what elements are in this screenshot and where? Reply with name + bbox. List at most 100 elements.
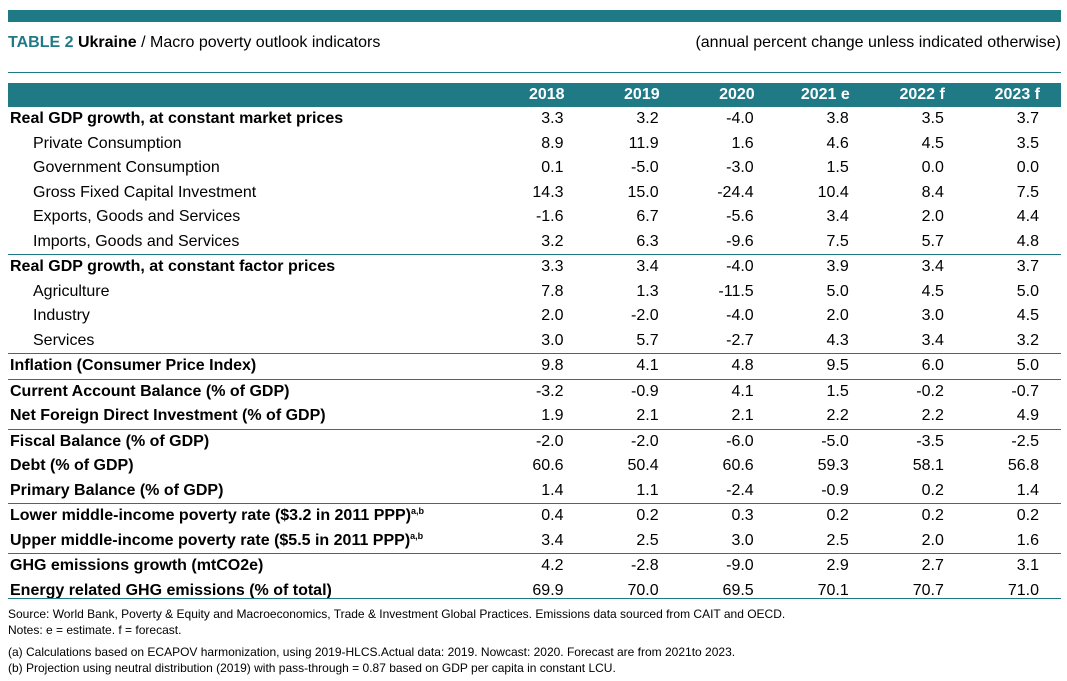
- value-cell: -2.5: [965, 428, 1061, 454]
- value-cell: -2.0: [490, 428, 586, 454]
- value-cell: -0.2: [870, 378, 966, 404]
- value-cell: 5.0: [1016, 282, 1039, 300]
- value-cell: 3.4: [870, 254, 966, 280]
- value-cell: 69.9: [532, 581, 564, 599]
- footnote-a: (a) Calculations based on ECAPOV harmoni…: [8, 645, 736, 659]
- value-cell: 56.8: [1007, 457, 1039, 475]
- value-cell: 0.3: [680, 503, 776, 529]
- row-label-text: Exports, Goods and Services: [33, 208, 241, 226]
- value-cell: 0.2: [775, 503, 871, 529]
- table-title: TABLE 2 Ukraine / Macro poverty outlook …: [8, 34, 380, 52]
- value-cell: 3.7: [965, 254, 1061, 280]
- value-cell: 8.9: [541, 134, 564, 152]
- value-cell: 60.6: [532, 457, 564, 475]
- title-separator: /: [136, 34, 150, 51]
- row-label-text: Real GDP growth, at constant factor pric…: [10, 258, 336, 276]
- row-label-text: Current Account Balance (% of GDP): [10, 382, 290, 400]
- value-cell: 3.5: [870, 106, 966, 132]
- table-row: Inflation (Consumer Price Index) 9.8 4.1 4.…: [8, 353, 1061, 379]
- value-cell: -2.4: [726, 481, 754, 499]
- row-label-text: Agriculture: [33, 282, 110, 300]
- value-cell: 1.6: [731, 134, 754, 152]
- table-row: Debt (% of GDP) 60.6 50.4 60.6 59.3 58.1 56.8: [8, 454, 1061, 479]
- value-cell: 4.3: [826, 331, 849, 349]
- value-cell: -9.6: [726, 232, 754, 250]
- value-cell: 2.2: [921, 407, 944, 425]
- row-label: Imports, Goods and Services: [8, 230, 490, 255]
- value-cell: -9.0: [680, 553, 776, 579]
- column-header: 2022 f: [870, 83, 966, 107]
- value-cell: -24.4: [717, 183, 754, 201]
- value-cell: 4.5: [921, 282, 944, 300]
- table-subtitle: Macro poverty outlook indicators: [149, 34, 381, 51]
- value-cell: 1.9: [541, 407, 564, 425]
- value-cell: 2.0: [541, 307, 564, 325]
- value-cell: 2.5: [826, 531, 849, 549]
- value-cell: 2.1: [636, 407, 659, 425]
- row-label: Industry: [8, 304, 490, 329]
- row-label: Inflation (Consumer Price Index): [8, 353, 491, 379]
- row-label: Current Account Balance (% of GDP): [8, 378, 491, 404]
- value-cell: 9.5: [775, 353, 871, 379]
- row-label-text: Energy related GHG emissions (% of total…: [10, 581, 332, 599]
- units-note: (annual percent change unless indicated …: [695, 34, 1061, 51]
- value-cell: 70.7: [912, 581, 944, 599]
- value-cell: -5.0: [775, 428, 871, 454]
- table-row: Real GDP growth, at constant market pric…: [8, 106, 1061, 132]
- value-cell: 1.4: [1016, 481, 1039, 499]
- table-body: Real GDP growth, at constant market pric…: [8, 106, 1061, 604]
- row-label-text: Real GDP growth, at constant market pric…: [10, 110, 344, 128]
- value-cell: 4.5: [1016, 307, 1039, 325]
- table-row: Net Foreign Direct Investment (% of GDP)…: [8, 404, 1061, 429]
- value-cell: -0.7: [965, 378, 1061, 404]
- top-accent-bar: [8, 10, 1061, 22]
- value-cell: 3.8: [775, 106, 871, 132]
- value-cell: -4.0: [680, 106, 776, 132]
- value-cell: 2.0: [921, 208, 944, 226]
- value-cell: -2.0: [631, 307, 659, 325]
- row-label-text: Net Foreign Direct Investment (% of GDP): [10, 407, 326, 425]
- row-label: Debt (% of GDP): [8, 454, 490, 479]
- value-cell: 1.5: [775, 378, 871, 404]
- value-cell: 0.1: [541, 159, 564, 177]
- value-cell: 3.4: [541, 531, 564, 549]
- column-header: 2018: [490, 83, 586, 107]
- value-cell: -3.5: [870, 428, 966, 454]
- value-cell: 1.5: [826, 159, 849, 177]
- value-cell: 3.2: [541, 232, 564, 250]
- value-cell: 3.7: [965, 106, 1061, 132]
- value-cell: 0.2: [965, 503, 1061, 529]
- table-row: Energy related GHG emissions (% of total…: [8, 579, 1061, 604]
- header-label-cell: [8, 83, 491, 107]
- row-label-text: Private Consumption: [33, 134, 182, 152]
- value-cell: 10.4: [817, 183, 849, 201]
- value-cell: 4.4: [1016, 208, 1039, 226]
- row-label: Net Foreign Direct Investment (% of GDP): [8, 404, 490, 429]
- value-cell: 0.2: [921, 481, 944, 499]
- value-cell: 7.5: [1016, 183, 1039, 201]
- value-cell: 8.4: [921, 183, 944, 201]
- value-cell: 7.5: [826, 232, 849, 250]
- indicators-table: 2018 2019 2020 2021 e 2022 f 2023 f Real…: [8, 83, 1061, 603]
- value-cell: 3.0: [921, 307, 944, 325]
- value-cell: 6.0: [870, 353, 966, 379]
- value-cell: 58.1: [912, 457, 944, 475]
- row-label-text: Government Consumption: [33, 159, 220, 177]
- column-header: 2021 e: [775, 83, 871, 107]
- value-cell: 5.0: [826, 282, 849, 300]
- value-cell: 70.1: [817, 581, 849, 599]
- value-cell: 70.0: [627, 581, 659, 599]
- column-header: 2019: [585, 83, 681, 107]
- footnote-b: (b) Projection using neutral distributio…: [8, 661, 616, 675]
- value-cell: -2.7: [726, 331, 754, 349]
- table-country: Ukraine: [77, 34, 137, 51]
- value-cell: 9.8: [490, 353, 586, 379]
- value-cell: -3.2: [490, 378, 586, 404]
- value-cell: 4.2: [490, 553, 586, 579]
- row-label: Gross Fixed Capital Investment: [8, 181, 490, 206]
- value-cell: 6.3: [636, 232, 659, 250]
- value-cell: 5.0: [965, 353, 1061, 379]
- table-row: Exports, Goods and Services -1.6 6.7 -5.6 3.…: [8, 205, 1061, 230]
- value-cell: 0.4: [490, 503, 586, 529]
- value-cell: -3.0: [726, 159, 754, 177]
